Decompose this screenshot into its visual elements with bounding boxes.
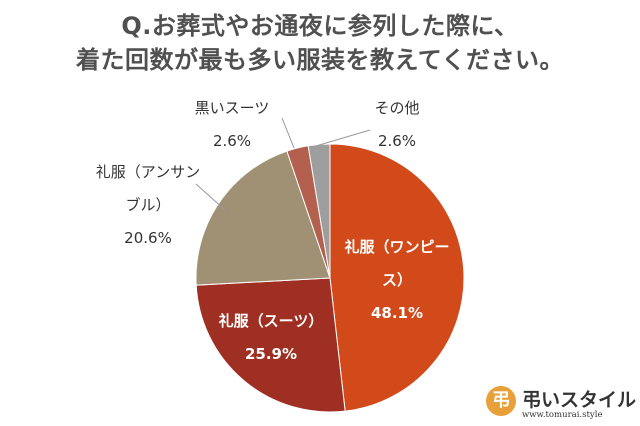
- leader-line-black-suit: [281, 117, 295, 149]
- category-label-suit: 礼服（スーツ）: [219, 312, 324, 330]
- pie-slice-other: [307, 143, 331, 279]
- value-label-other: 2.6%: [378, 132, 416, 150]
- logo-mark-icon: 弔: [486, 386, 516, 416]
- leader-line-ensemble: [195, 183, 226, 211]
- logo-name: 弔いスタイル: [522, 389, 637, 411]
- category-label-ensemble: ブル）: [125, 196, 170, 214]
- category-label-onepiece: ス）: [382, 271, 412, 289]
- value-label-suit: 25.9%: [245, 345, 297, 363]
- category-label-ensemble: 礼服（アンサン: [96, 163, 200, 181]
- value-label-onepiece: 48.1%: [371, 304, 423, 322]
- pie-slice-ensemble: [195, 150, 331, 286]
- chart-title-line-1: Q.お葬式やお通夜に参列した際に、: [121, 12, 519, 40]
- category-label-onepiece: 礼服（ワンピー: [344, 238, 449, 256]
- leader-line-other: [315, 129, 371, 147]
- category-label-black-suit: 黒いスーツ: [195, 99, 270, 117]
- value-label-ensemble: 20.6%: [124, 229, 172, 247]
- logo-url: www.tomurai.style: [522, 410, 603, 420]
- pie-slice-suit: [195, 277, 346, 413]
- category-label-other: その他: [374, 99, 419, 117]
- value-label-black-suit: 2.6%: [213, 132, 251, 150]
- chart-title-line-2: 着た回数が最も多い服装を教えてください。: [75, 46, 565, 74]
- site-logo: 弔 弔いスタイル www.tomurai.style: [486, 384, 636, 424]
- pie-slice-onepiece: [329, 143, 465, 412]
